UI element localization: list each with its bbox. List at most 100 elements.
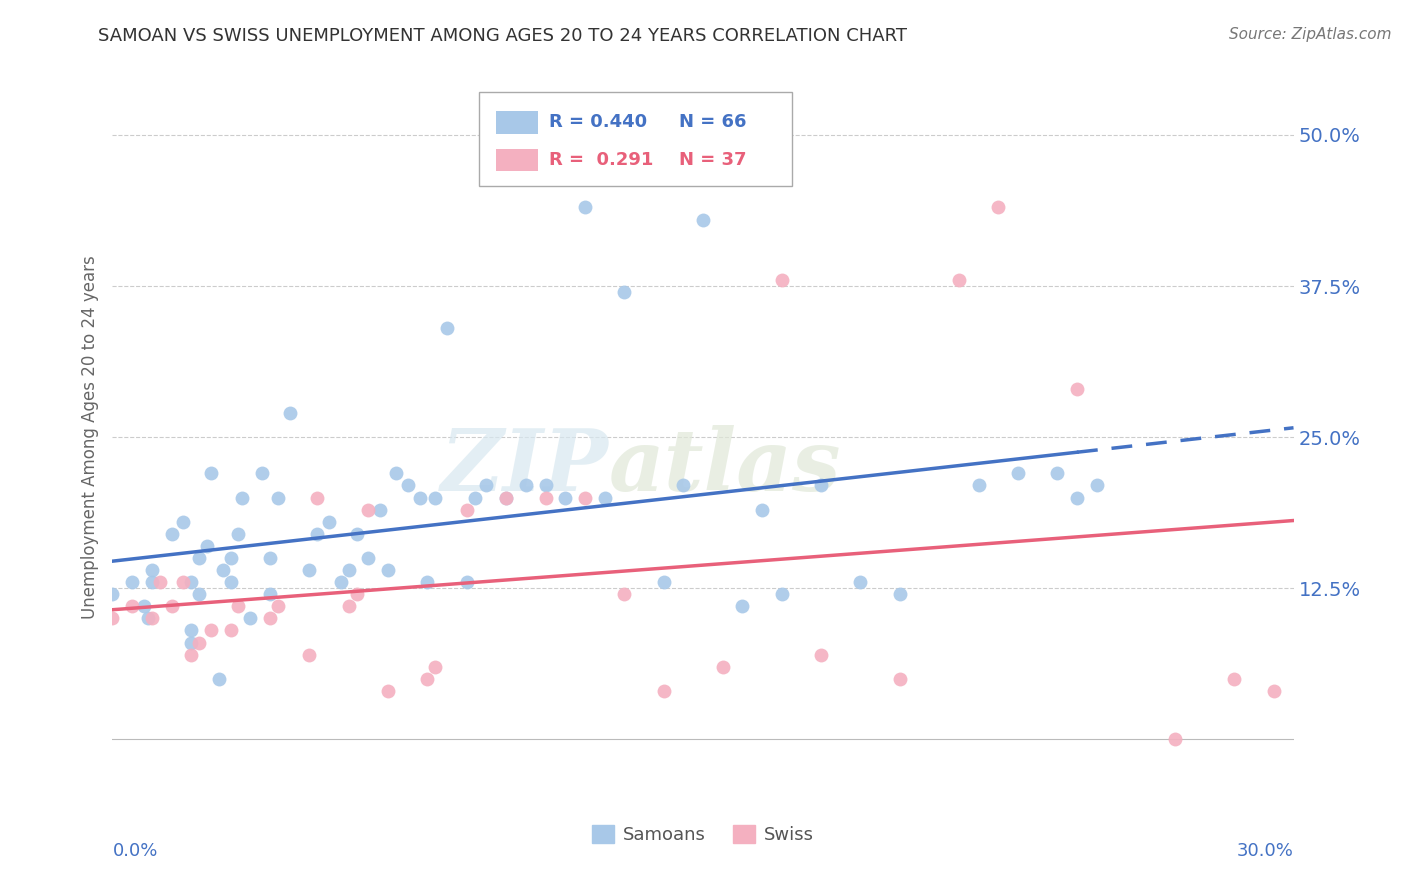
Text: ZIP: ZIP (440, 425, 609, 508)
Point (219, 624, 242, 638)
Point (307, 526, 329, 541)
Text: atlas: atlas (609, 425, 841, 508)
Point (200, 624, 222, 638)
Point (849, 575, 872, 590)
Text: N = 66: N = 66 (679, 113, 747, 131)
Point (346, 587, 368, 601)
Point (554, 491, 576, 505)
Point (180, 635, 202, 649)
Point (495, 491, 517, 505)
Point (259, 611, 281, 625)
Point (329, 575, 352, 590)
Point (136, 611, 159, 625)
Point (810, 648, 832, 662)
Point (132, 599, 155, 614)
Point (267, 491, 290, 505)
Point (160, 526, 183, 541)
Point (672, 478, 695, 492)
Point (574, 201, 596, 215)
Point (318, 515, 340, 529)
Point (456, 575, 478, 590)
Point (180, 624, 202, 638)
Point (121, 599, 143, 614)
Point (475, 478, 498, 492)
Point (278, 406, 301, 420)
Point (188, 550, 211, 565)
Point (1085, 478, 1108, 492)
Point (495, 491, 517, 505)
Point (1066, 491, 1088, 505)
FancyBboxPatch shape (496, 149, 537, 171)
Point (357, 550, 380, 565)
Point (208, 672, 231, 686)
Point (1223, 672, 1246, 686)
Point (267, 599, 290, 614)
Point (259, 587, 281, 601)
Point (652, 575, 675, 590)
Point (228, 599, 250, 614)
Point (810, 478, 832, 492)
Y-axis label: Unemployment Among Ages 20 to 24 years: Unemployment Among Ages 20 to 24 years (80, 255, 98, 619)
Point (239, 611, 262, 625)
Point (368, 502, 391, 516)
Point (121, 575, 143, 590)
Text: R =  0.291: R = 0.291 (550, 151, 654, 169)
Text: 30.0%: 30.0% (1237, 842, 1294, 860)
Point (987, 201, 1010, 215)
Point (385, 467, 408, 481)
Point (731, 599, 754, 614)
Point (416, 672, 439, 686)
Point (346, 526, 368, 541)
Text: Source: ZipAtlas.com: Source: ZipAtlas.com (1229, 27, 1392, 42)
Point (231, 491, 253, 505)
Point (180, 648, 202, 662)
FancyBboxPatch shape (496, 112, 537, 134)
Point (250, 467, 273, 481)
Point (574, 491, 596, 505)
Point (1164, 732, 1187, 747)
Legend: Samoans, Swiss: Samoans, Swiss (585, 818, 821, 851)
Point (219, 550, 242, 565)
Point (357, 502, 380, 516)
Point (149, 575, 172, 590)
Point (228, 526, 250, 541)
Point (408, 491, 430, 505)
Point (751, 502, 773, 516)
Point (770, 587, 793, 601)
Point (711, 659, 734, 673)
Point (534, 478, 557, 492)
Point (219, 575, 242, 590)
Text: R = 0.440: R = 0.440 (550, 113, 648, 131)
Point (456, 502, 478, 516)
Point (337, 599, 360, 614)
Point (307, 491, 329, 505)
Point (967, 478, 990, 492)
Point (101, 611, 124, 625)
Point (377, 684, 399, 698)
Point (889, 672, 911, 686)
Point (337, 563, 360, 577)
Point (211, 563, 233, 577)
Point (613, 587, 636, 601)
Point (534, 491, 557, 505)
Point (692, 212, 714, 227)
Point (195, 539, 218, 553)
Point (1263, 684, 1285, 698)
Point (141, 575, 163, 590)
Point (298, 648, 321, 662)
Point (770, 273, 793, 287)
Point (172, 515, 194, 529)
Point (425, 659, 447, 673)
Point (396, 478, 419, 492)
Point (515, 478, 537, 492)
Point (436, 321, 458, 335)
Point (377, 563, 399, 577)
Point (141, 611, 163, 625)
Point (425, 491, 447, 505)
Point (613, 285, 636, 299)
Point (259, 550, 281, 565)
Point (141, 563, 163, 577)
Text: SAMOAN VS SWISS UNEMPLOYMENT AMONG AGES 20 TO 24 YEARS CORRELATION CHART: SAMOAN VS SWISS UNEMPLOYMENT AMONG AGES … (98, 27, 907, 45)
Point (1007, 467, 1029, 481)
Text: N = 37: N = 37 (679, 151, 747, 169)
